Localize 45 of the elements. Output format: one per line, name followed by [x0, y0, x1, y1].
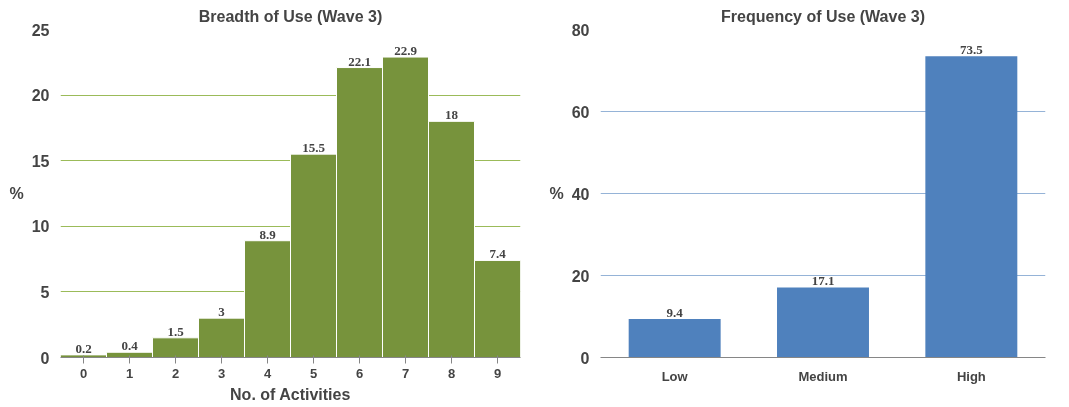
x-tick-label: 6	[355, 365, 364, 381]
data-label: 22.9	[394, 43, 418, 59]
x-tick-label: 7	[401, 365, 410, 381]
data-label: 1.5	[167, 323, 185, 339]
y-tick-label: 20	[571, 267, 590, 285]
y-tick-label: 20	[31, 87, 50, 105]
x-tick-label: 1	[125, 365, 134, 381]
y-tick-label: 0	[580, 349, 590, 367]
y-tick-label: 80	[571, 21, 590, 39]
data-label: 0.4	[121, 338, 139, 354]
data-label: 0.2	[75, 340, 92, 356]
bar	[628, 318, 721, 358]
x-tick-label: 2	[171, 365, 180, 381]
y-tick-label: 25	[31, 21, 50, 39]
data-label: 3	[218, 304, 226, 320]
y-tick-label: 0	[40, 349, 50, 367]
data-label: 18	[445, 107, 459, 123]
y-tick-label: 5	[40, 283, 50, 301]
y-tick-label: 60	[571, 103, 590, 121]
data-label: 7.4	[489, 246, 507, 262]
data-label: 8.9	[259, 226, 277, 242]
data-label: 9.4	[666, 304, 684, 320]
y-tick-label: 40	[571, 185, 590, 203]
x-tick-label: Medium	[798, 368, 848, 384]
data-label: 22.1	[348, 53, 371, 69]
bar	[925, 56, 1018, 358]
x-tick-label: 0	[79, 365, 88, 381]
y-tick-label: 15	[31, 152, 50, 170]
data-label: 15.5	[302, 140, 326, 156]
x-axis-title: No. of Activities	[230, 385, 351, 403]
x-tick-label: 4	[263, 365, 272, 381]
x-tick-label: 9	[493, 365, 502, 381]
x-tick-label: 5	[309, 365, 318, 381]
data-label: 17.1	[811, 273, 835, 289]
x-tick-label: High	[956, 368, 986, 384]
chart-title: Breadth of Use (Wave 3)	[198, 7, 383, 25]
chart-title: Frequency of Use (Wave 3)	[721, 7, 925, 25]
data-label: 73.5	[959, 42, 984, 58]
bar	[777, 287, 869, 358]
y-tick-label: 10	[31, 218, 50, 236]
x-tick-label: 8	[447, 365, 456, 381]
x-tick-label: 3	[217, 365, 226, 381]
y-axis-title: %	[549, 185, 564, 202]
x-tick-label: Low	[661, 368, 689, 384]
y-axis-title: %	[9, 185, 24, 202]
